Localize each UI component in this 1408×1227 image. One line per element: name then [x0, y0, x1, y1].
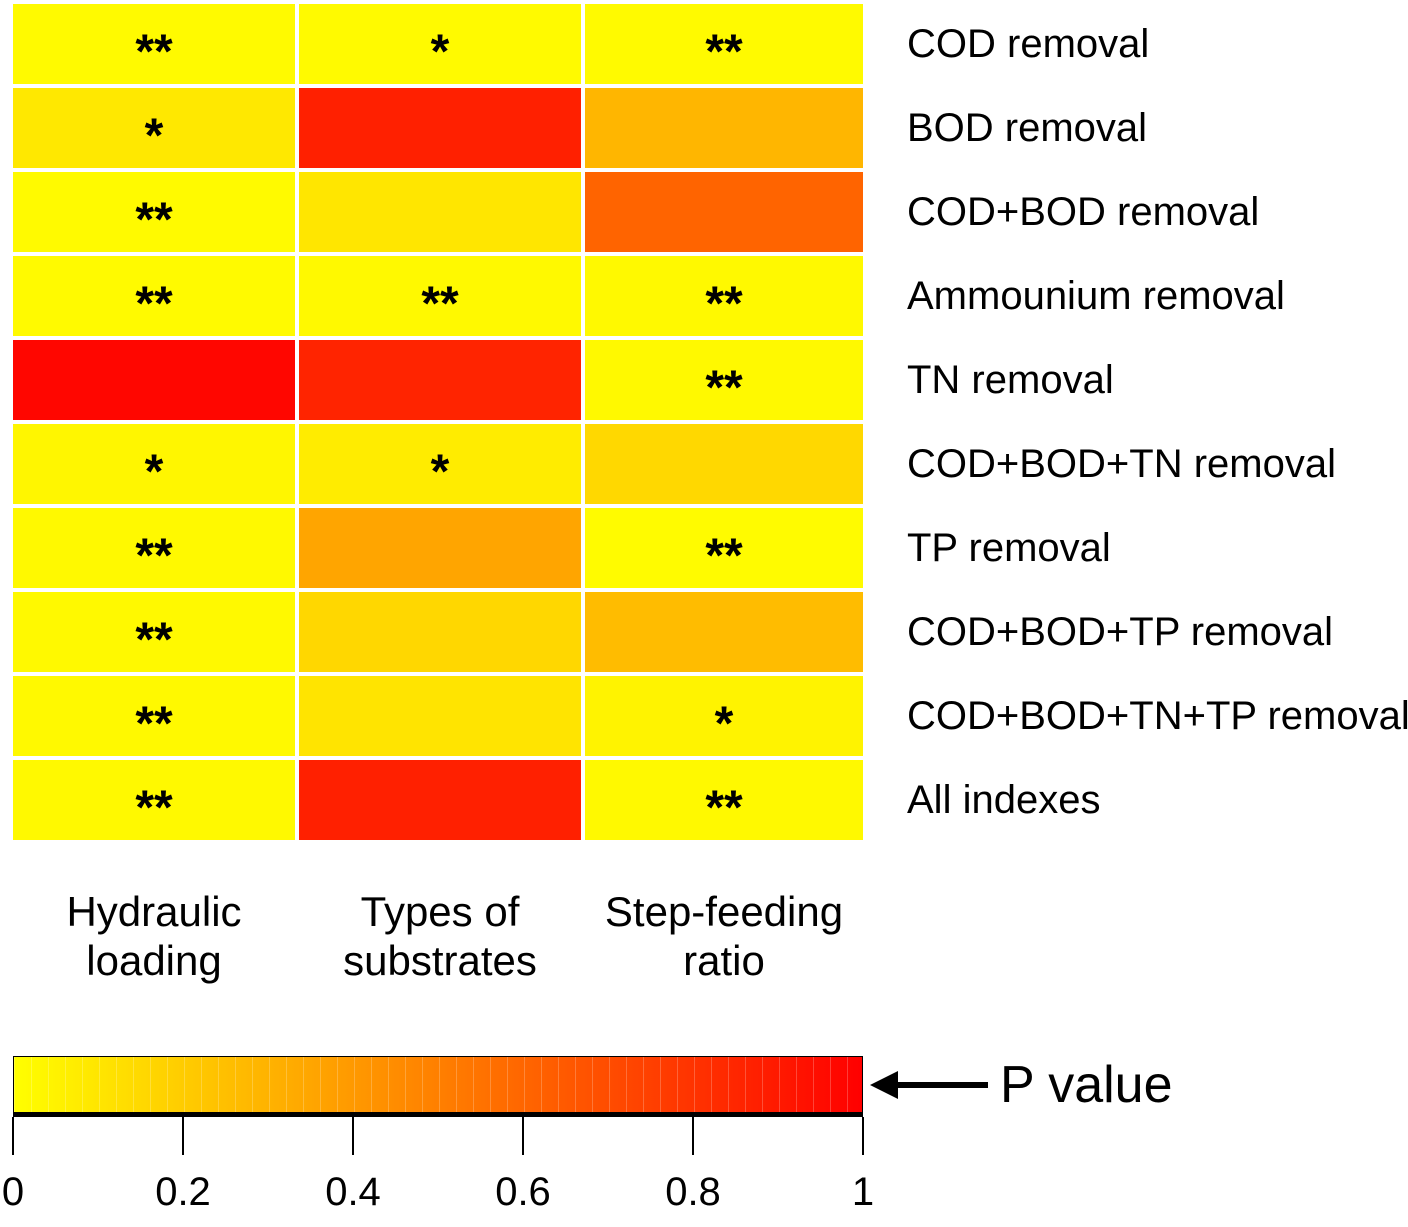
- significance-stars: **: [135, 613, 173, 667]
- heatmap-cell: [299, 172, 581, 252]
- heatmap-cell: [299, 760, 581, 840]
- row-label: BOD removal: [907, 105, 1148, 150]
- tick-mark: [862, 1117, 864, 1155]
- column-label: Types of substrates: [299, 888, 581, 985]
- heatmap-cell: *: [13, 424, 295, 504]
- heatmap-cell: [585, 592, 863, 672]
- heatmap-cell: [299, 88, 581, 168]
- colorbar-gradient: [13, 1056, 863, 1113]
- significance-stars: *: [714, 697, 734, 751]
- row-label: TN removal: [907, 357, 1114, 402]
- significance-stars: **: [135, 193, 173, 247]
- heatmap-cell: **: [585, 508, 863, 588]
- heatmap-grid: ** * ** COD removal * BOD removal ** COD+BOD re…: [13, 4, 1408, 840]
- tick-mark: [352, 1117, 354, 1155]
- significance-stars: **: [705, 361, 743, 415]
- row-label: COD+BOD+TN+TP removal: [907, 693, 1408, 738]
- row-label: TP removal: [907, 525, 1111, 570]
- significance-stars: **: [705, 25, 743, 79]
- heatmap-cell: **: [13, 172, 295, 252]
- significance-stars: **: [135, 529, 173, 583]
- column-label-line: substrates: [343, 936, 537, 984]
- column-labels: Hydraulic loading Types of substrates Step-f…: [13, 888, 863, 985]
- colorbar-baseline: [13, 1113, 863, 1117]
- row-label: Ammounium removal: [907, 273, 1285, 318]
- heatmap-cell: **: [585, 256, 863, 336]
- significance-stars: *: [144, 445, 164, 499]
- column-label-line: Hydraulic: [66, 888, 242, 935]
- significance-stars: **: [705, 529, 743, 583]
- tick-label: 0.8: [665, 1170, 721, 1214]
- column-label-line: Step-feeding: [604, 888, 844, 935]
- significance-stars: **: [421, 277, 459, 331]
- heatmap-cell: [299, 508, 581, 588]
- column-label-line: ratio: [683, 936, 765, 984]
- tick-mark: [12, 1117, 14, 1155]
- tick-label: 0: [1, 1170, 25, 1214]
- heatmap-cell: [299, 340, 581, 420]
- significance-stars: **: [705, 781, 743, 835]
- row-label: COD+BOD+TN removal: [907, 441, 1336, 486]
- significance-stars: **: [135, 781, 173, 835]
- significance-stars: *: [430, 445, 450, 499]
- heatmap-cell: **: [13, 256, 295, 336]
- heatmap-cell: *: [299, 4, 581, 84]
- heatmap-cell: [299, 676, 581, 756]
- heatmap-cell: **: [13, 676, 295, 756]
- column-label-line: Types of: [360, 888, 520, 935]
- significance-stars: **: [135, 25, 173, 79]
- tick-mark: [182, 1117, 184, 1155]
- row-label: COD+BOD+TP removal: [907, 609, 1334, 654]
- tick-label: 0.6: [495, 1170, 551, 1214]
- heatmap-cell: **: [585, 4, 863, 84]
- heatmap-cell: **: [299, 256, 581, 336]
- significance-stars: *: [430, 25, 450, 79]
- tick-label: 1: [851, 1170, 875, 1214]
- heatmap-cell: [13, 340, 295, 420]
- significance-stars: **: [135, 697, 173, 751]
- arrow-left-icon: [870, 1071, 898, 1099]
- heatmap-cell: *: [13, 88, 295, 168]
- row-label: COD+BOD removal: [907, 189, 1260, 234]
- heatmap-cell: **: [585, 340, 863, 420]
- row-label: All indexes: [907, 777, 1101, 822]
- heatmap-cell: **: [585, 760, 863, 840]
- tick-mark: [692, 1117, 694, 1155]
- colorbar-title: P value: [1000, 1056, 1173, 1114]
- significance-stars: **: [705, 277, 743, 331]
- significance-stars: **: [135, 277, 173, 331]
- tick-mark: [522, 1117, 524, 1155]
- tick-label: 0.4: [325, 1170, 381, 1214]
- heatmap-cell: [585, 88, 863, 168]
- heatmap-cell: **: [13, 592, 295, 672]
- heatmap-cell: *: [299, 424, 581, 504]
- heatmap-cell: [585, 424, 863, 504]
- heatmap-cell: [585, 172, 863, 252]
- significance-stars: *: [144, 109, 164, 163]
- arrow-line: [896, 1082, 988, 1088]
- column-label: Hydraulic loading: [13, 888, 295, 985]
- row-label: COD removal: [907, 21, 1150, 66]
- column-label: Step-feeding ratio: [585, 888, 863, 985]
- tick-label: 0.2: [155, 1170, 211, 1214]
- heatmap-cell: **: [13, 508, 295, 588]
- heatmap-cell: *: [585, 676, 863, 756]
- heatmap-cell: **: [13, 760, 295, 840]
- column-label-line: loading: [86, 936, 222, 984]
- heatmap-cell: [299, 592, 581, 672]
- heatmap-cell: **: [13, 4, 295, 84]
